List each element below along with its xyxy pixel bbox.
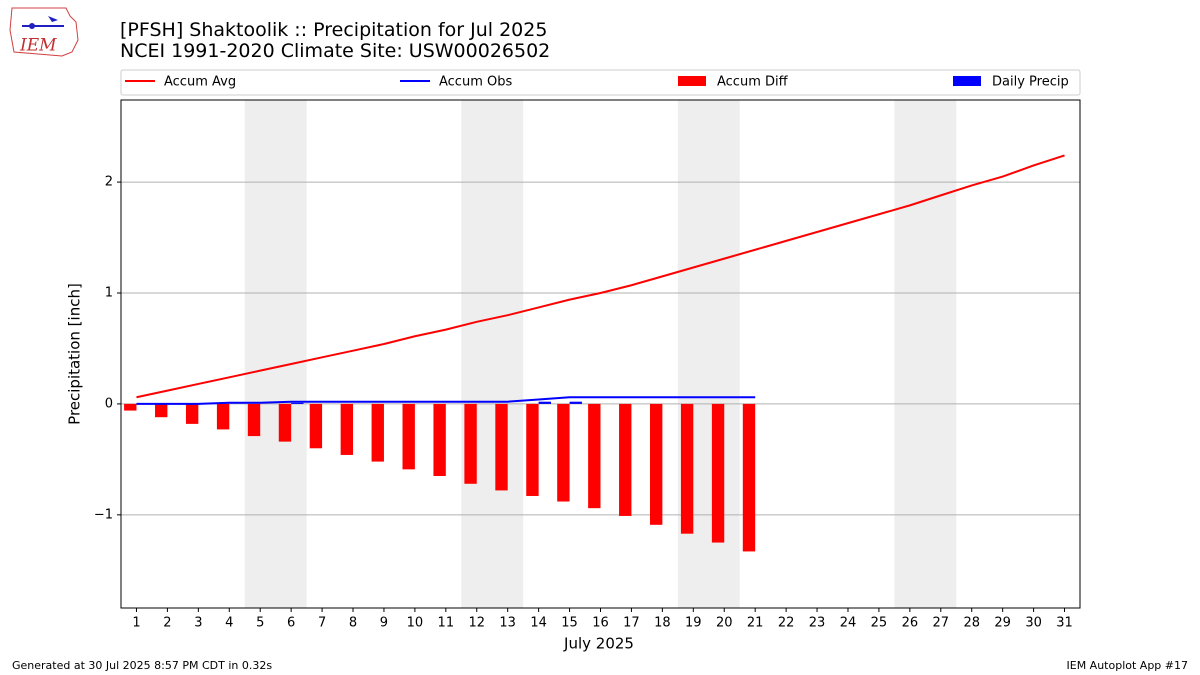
x-tick-label: 23 xyxy=(809,616,826,631)
y-tick-label: 0 xyxy=(105,396,113,411)
x-tick-label: 13 xyxy=(499,616,516,631)
legend-label: Daily Precip xyxy=(992,75,1069,90)
legend-swatch xyxy=(953,76,981,86)
x-tick-label: 15 xyxy=(561,616,578,631)
footer-right: IEM Autoplot App #17 xyxy=(1067,659,1189,672)
legend-swatch xyxy=(678,76,706,86)
x-tick-label: 7 xyxy=(318,616,326,631)
footer-left: Generated at 30 Jul 2025 8:57 PM CDT in … xyxy=(12,659,272,672)
weekend-shade xyxy=(461,100,524,608)
bar xyxy=(464,403,477,484)
bar xyxy=(557,403,570,502)
legend-label: Accum Avg xyxy=(164,75,236,90)
bar xyxy=(371,403,384,462)
legend-label: Accum Obs xyxy=(439,75,512,90)
bar xyxy=(340,403,354,455)
x-tick-label: 24 xyxy=(840,616,857,631)
x-tick-label: 16 xyxy=(592,616,609,631)
x-tick-label: 17 xyxy=(623,616,640,631)
x-tick-label: 18 xyxy=(654,616,671,631)
x-tick-label: 11 xyxy=(438,616,455,631)
x-tick-label: 4 xyxy=(225,616,233,631)
x-tick-label: 5 xyxy=(256,616,264,631)
y-tick-label: 1 xyxy=(105,285,113,300)
x-tick-label: 27 xyxy=(933,616,950,631)
bar xyxy=(291,402,304,404)
bar xyxy=(711,403,725,543)
x-tick-label: 1 xyxy=(132,616,140,631)
x-tick-label: 6 xyxy=(287,616,295,631)
bar xyxy=(433,403,446,477)
x-tick-label: 3 xyxy=(194,616,202,631)
bar xyxy=(155,403,168,418)
bar xyxy=(619,403,632,516)
x-tick-label: 9 xyxy=(380,616,388,631)
x-tick-label: 31 xyxy=(1056,616,1073,631)
logo: IEM xyxy=(9,7,79,57)
legend-label: Accum Diff xyxy=(717,75,789,90)
y-tick-label: 2 xyxy=(105,175,113,190)
line xyxy=(136,154,1065,399)
x-tick-label: 20 xyxy=(716,616,733,631)
bar xyxy=(309,403,323,449)
weekend-shade xyxy=(894,100,957,608)
plot-frame xyxy=(120,99,1081,609)
logo-text: IEM xyxy=(19,36,57,56)
bar xyxy=(247,403,261,437)
x-tick-label: 30 xyxy=(1025,616,1042,631)
x-axis-label: July 2025 xyxy=(563,635,634,653)
bar xyxy=(402,403,415,470)
chart-title: [PFSH] Shaktoolik :: Precipitation for J… xyxy=(120,19,547,41)
y-tick-label: −1 xyxy=(94,507,113,522)
weekend-shade xyxy=(244,100,307,608)
x-tick-label: 26 xyxy=(902,616,919,631)
bar xyxy=(680,403,694,534)
bar xyxy=(526,403,539,496)
x-tick-label: 19 xyxy=(685,616,702,631)
line xyxy=(136,396,756,405)
bar xyxy=(124,403,137,411)
x-tick-label: 10 xyxy=(407,616,424,631)
legend-box xyxy=(120,69,1081,96)
x-tick-label: 14 xyxy=(530,616,547,631)
bar xyxy=(649,403,663,525)
bar xyxy=(742,403,756,552)
bar xyxy=(569,401,582,404)
bar xyxy=(538,401,552,404)
bar xyxy=(588,403,601,509)
x-tick-label: 2 xyxy=(163,616,171,631)
x-tick-label: 29 xyxy=(994,616,1011,631)
y-axis-label: Precipitation [inch] xyxy=(66,283,84,425)
x-tick-label: 25 xyxy=(871,616,888,631)
x-tick-label: 22 xyxy=(778,616,795,631)
x-tick-label: 28 xyxy=(963,616,980,631)
chart-subtitle: NCEI 1991-2020 Climate Site: USW00026502 xyxy=(120,40,550,62)
bar xyxy=(185,403,199,424)
x-tick-label: 12 xyxy=(468,616,485,631)
bar xyxy=(216,403,230,430)
x-tick-label: 8 xyxy=(349,616,357,631)
x-tick-label: 21 xyxy=(747,616,764,631)
bar xyxy=(495,403,508,491)
bar xyxy=(278,403,292,442)
